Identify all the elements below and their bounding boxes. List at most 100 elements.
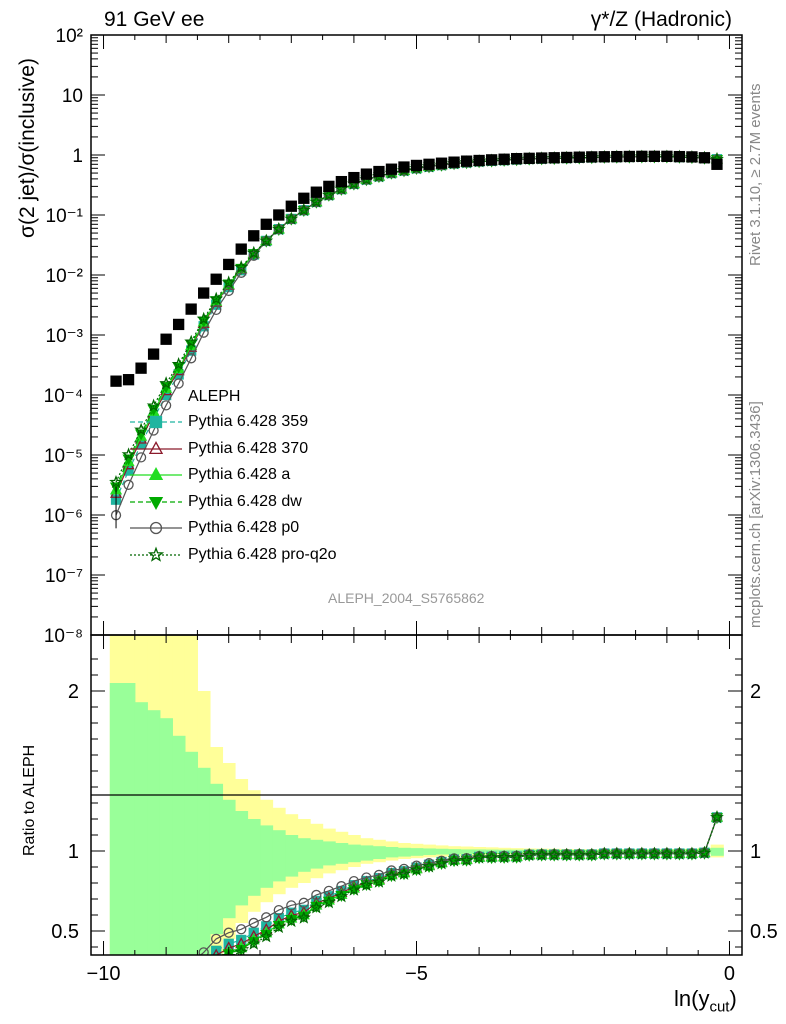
- ratio-point-pythia-6-428-pro-q2o: [434, 856, 449, 870]
- series-point-pythia-6-428-p0: [173, 378, 184, 389]
- y-tick-label-main: 10: [62, 86, 83, 107]
- ratio-point-pythia-6-428-pro-q2o: [597, 846, 612, 860]
- y-tick-label-main: 1: [72, 146, 83, 167]
- series-point-pythia-6-428-p0: [236, 267, 247, 278]
- ratio-point-pythia-6-428-pro-q2o: [622, 846, 637, 860]
- series-point-pythia-6-428-pro-q2o: [196, 311, 211, 325]
- ratio-point-pythia-6-428-p0: [211, 933, 222, 945]
- ratio-point-pythia-6-428-p0: [187, 959, 196, 968]
- data-point-aleph: [448, 156, 460, 168]
- series-point-pythia-6-428-pro-q2o: [171, 357, 186, 371]
- ratio-point-pythia-6-428-p0: [137, 980, 146, 989]
- data-point-aleph: [223, 258, 235, 271]
- ratio-point-pythia-6-428-p0: [198, 947, 209, 955]
- ratio-band-inner-bin: [460, 849, 474, 854]
- ratio-point-pythia-6-428-pro-q2o: [522, 847, 537, 862]
- legend-entry: Pythia 6.428 dw: [126, 489, 337, 516]
- ratio-point-pythia-6-428-dw: [111, 999, 121, 1008]
- legend-entry: Pythia 6.428 pro-q2o: [126, 542, 337, 569]
- header-left: 91 GeV ee: [104, 8, 205, 31]
- ratio-point-pythia-6-428-370: [186, 979, 196, 988]
- ratio-point-pythia-6-428-p0: [149, 976, 158, 985]
- ratio-band-inner-bin: [347, 844, 361, 863]
- ratio-point-pythia-6-428-pro-q2o: [359, 877, 374, 892]
- ratio-point-pythia-6-428-pro-q2o: [284, 913, 299, 928]
- y-tick-label-main: 10⁻⁶: [44, 506, 83, 527]
- ratio-band-inner-bin: [122, 683, 136, 955]
- ratio-point-pythia-6-428-dw: [149, 999, 159, 1008]
- ratio-point-pythia-6-428-p0: [223, 927, 234, 938]
- legend-marker: [130, 546, 182, 562]
- data-point-aleph: [348, 171, 360, 184]
- ratio-point-pythia-6-428-a: [215, 953, 218, 955]
- series-aleph-data: [110, 150, 723, 529]
- series-point-pythia-6-428-pro-q2o: [321, 187, 336, 201]
- x-axis-label-sub: cut: [709, 998, 730, 1016]
- legend-symbol: [148, 496, 164, 510]
- series-point-pythia-6-428-p0: [135, 452, 147, 463]
- y-tick-label-main: 10⁻⁴: [44, 386, 83, 407]
- ratio-band-inner-bin: [397, 847, 411, 857]
- header-right: γ*/Z (Hadronic): [590, 8, 732, 31]
- ratio-point-pythia-6-428-pro-q2o: [271, 919, 286, 934]
- y-tick-label-ratio-right: 1: [750, 841, 761, 863]
- ratio-point-pythia-6-428-359: [162, 988, 171, 997]
- rivet-version-text: Rivet 3.1.10, ≥ 2.7M events: [747, 83, 764, 267]
- data-point-aleph: [536, 152, 548, 164]
- series-point-pythia-6-428-pro-q2o: [121, 447, 136, 461]
- y-tick-label-main: 10⁻¹: [46, 206, 84, 227]
- series-point-pythia-6-428-pro-q2o: [221, 275, 236, 289]
- ratio-band-inner-bin: [247, 819, 261, 896]
- ratio-point-pythia-6-428-p0: [273, 904, 284, 916]
- data-point-aleph: [573, 151, 585, 163]
- series-point-pythia-6-428-pro-q2o: [296, 202, 311, 217]
- legend-entry: Pythia 6.428 359: [126, 409, 337, 436]
- x-axis-label-close: ): [729, 986, 737, 1011]
- ratio-point-pythia-6-428-pro-q2o: [296, 910, 311, 924]
- ratio-point-pythia-6-428-a: [186, 984, 196, 993]
- ratio-band-inner-bin: [372, 846, 386, 859]
- series-point-pythia-6-428-p0: [160, 400, 172, 411]
- ratio-band-inner-bin: [197, 767, 211, 955]
- ratio-band-inner-bin: [260, 825, 274, 888]
- ratio-point-pythia-6-428-pro-q2o: [697, 845, 712, 859]
- y-tick-label-main: 10⁻⁵: [44, 446, 83, 467]
- data-point-aleph: [673, 150, 686, 163]
- ratio-point-pythia-6-428-370: [161, 993, 171, 1002]
- ratio-point-pythia-6-428-pro-q2o: [199, 976, 209, 986]
- data-point-aleph: [410, 159, 423, 172]
- ratio-point-pythia-6-428-pro-q2o: [584, 847, 599, 861]
- data-point-aleph: [172, 318, 185, 331]
- x-tick-label: −10: [87, 963, 121, 985]
- ratio-point-pythia-6-428-pro-q2o: [497, 850, 512, 864]
- y-axis-label-main: σ(2 jet)/σ(inclusive): [16, 58, 39, 238]
- data-point-aleph: [198, 287, 210, 299]
- ratio-point-pythia-6-428-359: [124, 999, 133, 1008]
- legend-marker: [130, 416, 182, 429]
- ratio-band-inner-bin: [435, 848, 449, 855]
- ratio-point-pythia-6-428-pro-q2o: [372, 874, 386, 888]
- ratio-point-pythia-6-428-p0: [248, 917, 259, 929]
- data-point-aleph: [323, 180, 335, 193]
- ratio-point-pythia-6-428-p0: [162, 971, 171, 980]
- series-point-pythia-6-428-pro-q2o: [284, 211, 299, 225]
- ratio-point-pythia-6-428-370: [149, 998, 159, 1007]
- data-point-aleph: [135, 362, 147, 374]
- ratio-point-pythia-6-428-a: [161, 998, 171, 1007]
- data-point-aleph: [711, 158, 723, 170]
- data-point-aleph: [248, 230, 260, 242]
- ratio-band-inner-bin: [447, 849, 461, 855]
- data-point-aleph: [110, 375, 122, 387]
- legend-entry: Pythia 6.428 370: [126, 436, 337, 463]
- ratio-point-pythia-6-428-pro-q2o: [149, 998, 159, 1008]
- data-point-aleph: [611, 150, 623, 163]
- data-point-aleph: [423, 158, 435, 170]
- ratio-point-pythia-6-428-pro-q2o: [647, 846, 662, 860]
- y-axis-label-ratio: Ratio to ALEPH: [21, 744, 38, 856]
- ratio-point-pythia-6-428-p0: [261, 912, 272, 923]
- data-point-aleph: [285, 200, 297, 212]
- data-point-aleph: [485, 154, 498, 166]
- data-point-aleph: [698, 152, 711, 164]
- data-point-aleph: [561, 151, 573, 164]
